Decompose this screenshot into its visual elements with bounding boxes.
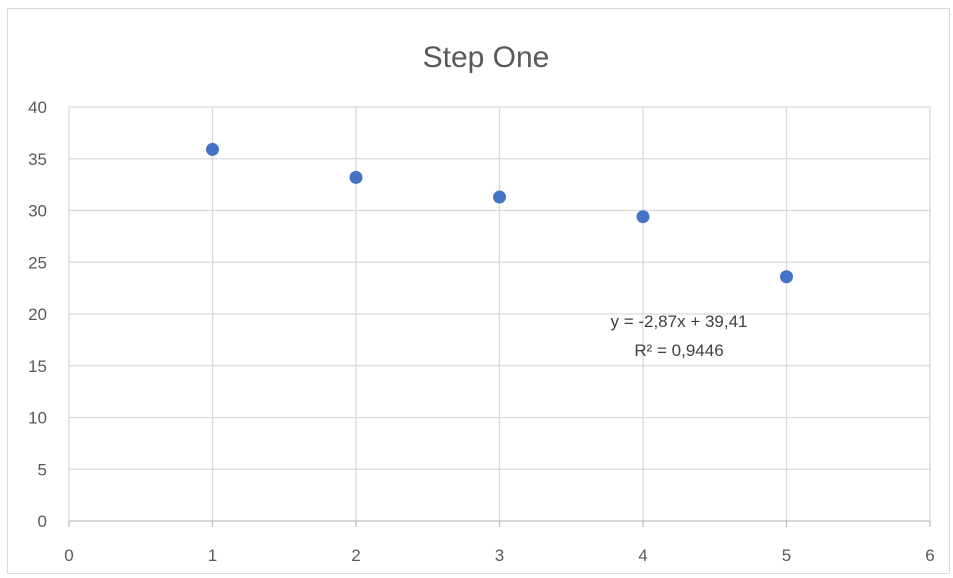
x-tick-label-2: 2 xyxy=(351,546,360,565)
trendline-r-squared: R² = 0,9446 xyxy=(634,341,723,360)
data-point-4 xyxy=(636,210,650,224)
chart-frame xyxy=(7,8,950,574)
x-tick-label-0: 0 xyxy=(64,546,73,565)
data-points xyxy=(206,142,793,284)
y-tick-label-5: 5 xyxy=(38,460,47,479)
chart-title: Step One xyxy=(423,41,550,74)
data-point-2 xyxy=(349,170,363,184)
y-tick-label-20: 20 xyxy=(28,305,47,324)
x-tick-label-6: 6 xyxy=(925,546,934,565)
trendline-equation: y = -2,87x + 39,41 xyxy=(610,312,747,331)
x-tick-label-3: 3 xyxy=(495,546,504,565)
x-tick-label-5: 5 xyxy=(782,546,791,565)
data-point-3 xyxy=(493,190,506,204)
axes xyxy=(68,520,931,527)
y-tick-labels: 0 5 10 15 20 25 30 35 40 xyxy=(28,98,47,531)
x-tick-labels: 0 1 2 3 4 5 6 xyxy=(64,546,934,565)
y-tick-label-15: 15 xyxy=(28,357,47,376)
gridlines xyxy=(68,106,931,521)
y-tick-label-0: 0 xyxy=(38,512,47,531)
data-point-5 xyxy=(780,270,793,284)
x-tick-label-1: 1 xyxy=(208,546,217,565)
y-tick-label-10: 10 xyxy=(28,409,47,428)
data-point-1 xyxy=(206,142,219,156)
y-tick-label-40: 40 xyxy=(28,98,47,117)
x-tick-label-4: 4 xyxy=(638,546,647,565)
y-tick-label-35: 35 xyxy=(28,150,47,169)
y-tick-label-30: 30 xyxy=(28,202,47,221)
y-tick-label-25: 25 xyxy=(28,253,47,272)
